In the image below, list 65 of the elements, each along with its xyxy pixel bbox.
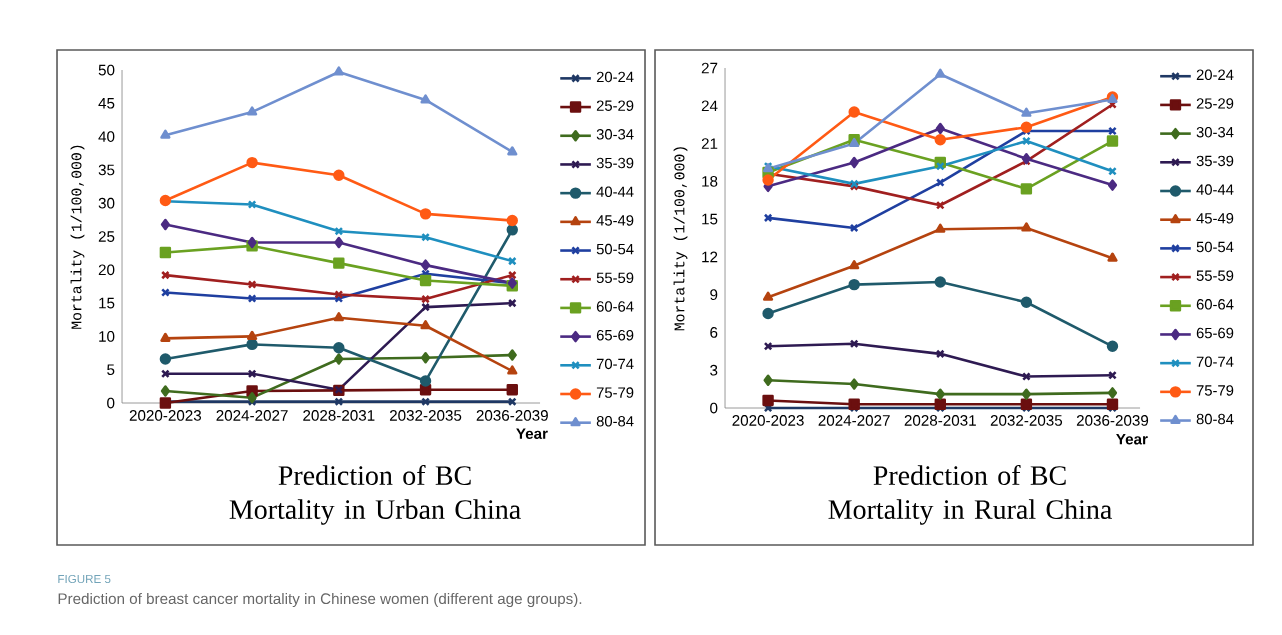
legend-label: 70-74	[596, 358, 634, 370]
y-tick-label: 40	[98, 131, 115, 142]
x-tick-label: 2032-2035	[990, 415, 1063, 426]
y-tick-label: 12	[702, 251, 718, 263]
legend-label: 50-54	[596, 243, 634, 255]
legend-label: 75-79	[1196, 385, 1234, 396]
legend-label: 25-29	[1196, 98, 1234, 109]
y-tick-label: 20	[98, 264, 115, 276]
y-tick-label: 9	[710, 289, 718, 301]
y-tick-label: 15	[702, 213, 718, 225]
y-tick-label: 0	[107, 397, 115, 409]
y-tick-label: 27	[701, 62, 718, 74]
y-tick-label: 0	[710, 402, 718, 414]
x-tick-label: 2036-2039	[1076, 415, 1149, 426]
x-tick-label: 2036-2039	[476, 410, 548, 421]
caption: FIGURE 5	[58, 574, 111, 584]
x-tick-label: 2028-2031	[904, 415, 976, 426]
legend-label: 40-44	[1196, 184, 1234, 195]
legend-label: 70-74	[1196, 356, 1234, 367]
legend-label: 50-54	[1196, 241, 1234, 253]
y-tick-label: 3	[710, 364, 718, 376]
legend-label: 80-84	[1196, 413, 1234, 425]
legend-label: 45-49	[596, 215, 634, 226]
legend-label: 55-59	[596, 272, 634, 284]
y-tick-label: 25	[98, 231, 115, 242]
legend-label: 55-59	[1196, 270, 1234, 281]
x-tick-label: 2020-2023	[732, 415, 804, 426]
y-tick-label: 45	[98, 98, 115, 109]
legend-label: 35-39	[1196, 155, 1234, 167]
x-tick-label: 2024-2027	[818, 415, 890, 426]
legend-label: 60-64	[596, 301, 634, 312]
y-tick-label: 15	[99, 297, 115, 309]
legend-label: 25-29	[596, 100, 634, 111]
legend-label: 40-44	[596, 186, 634, 197]
y-tick-label: 24	[701, 100, 718, 112]
legend-label: 30-34	[1196, 126, 1234, 138]
y-tick-label: 10	[99, 331, 115, 342]
y-tick-label: 30	[98, 197, 115, 209]
text: Prediction of breast cancer mortality in Chinese women (different age groups).	[58, 592, 582, 608]
text: Prediction of BC Mortality in Urban China	[229, 465, 521, 525]
text: Prediction of BC Mortality in Rural China	[828, 465, 1112, 525]
y-tick-label: 5	[107, 364, 115, 376]
y-tick-label: 6	[710, 327, 718, 338]
legend-label: 20-24	[596, 71, 634, 83]
y-tick-label: 21	[701, 138, 718, 149]
y-tick-label: 18	[702, 175, 718, 187]
legend-label: 20-24	[1196, 69, 1234, 81]
legend-label: 45-49	[1196, 213, 1234, 224]
legend-label: 65-69	[1196, 327, 1234, 339]
y-axis-title: Mortality (1/100,000)	[70, 145, 85, 329]
x-tick-label: 2032-2035	[389, 410, 462, 421]
legend-label: 35-39	[596, 157, 634, 169]
y-tick-label: 35	[98, 164, 115, 176]
x-axis-title: Year	[516, 428, 548, 439]
x-tick-label: 2020-2023	[129, 410, 202, 421]
x-tick-label: 2028-2031	[303, 410, 375, 421]
legend-label: 60-64	[1196, 299, 1234, 310]
legend-label: 65-69	[596, 329, 634, 341]
y-tick-label: 50	[98, 64, 115, 76]
x-tick-label: 2024-2027	[216, 410, 288, 421]
y-axis-title: Mortality (1/100,000)	[673, 147, 688, 331]
legend-label: 80-84	[596, 416, 634, 427]
legend-label: 30-34	[596, 129, 634, 140]
x-axis-title: Year	[1116, 433, 1148, 445]
legend-label: 75-79	[596, 387, 634, 398]
